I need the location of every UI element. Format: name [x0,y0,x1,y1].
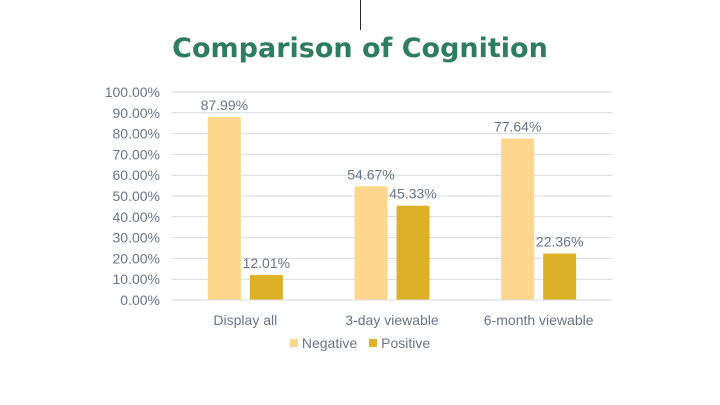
chart-title: Comparison of Cognition [172,33,548,64]
bar-positive [249,275,283,300]
y-tick-label: 30.00% [113,230,160,246]
y-tick-label: 70.00% [113,146,160,162]
legend-label-negative: Negative [301,335,358,351]
y-tick-label: 90.00% [113,105,160,121]
bar-negative [354,186,388,300]
y-tick-label: 80.00% [113,126,160,142]
y-tick-label: 100.00% [105,84,160,100]
data-label: 77.64% [494,119,541,135]
legend-swatch-positive [369,339,378,347]
data-label: 12.01% [243,255,290,271]
x-tick-label: Display all [213,312,277,328]
data-label: 45.33% [389,186,436,202]
bar-negative [207,116,241,300]
y-tick-label: 0.00% [120,292,160,308]
legend-swatch-negative [289,339,298,347]
y-tick-label: 20.00% [113,250,160,266]
x-tick-label: 6-month viewable [484,312,594,328]
bar-positive [543,253,577,300]
data-label: 22.36% [536,233,583,249]
data-label: 54.67% [347,166,394,182]
y-tick-label: 60.00% [113,167,160,183]
data-label: 87.99% [201,97,248,113]
bar-negative [501,138,535,300]
chart-legend: Negative Positive [0,335,720,351]
legend-item-negative: Negative [289,335,358,351]
bar-positive [396,205,430,300]
y-tick-label: 40.00% [113,209,160,225]
legend-item-positive: Positive [369,335,430,351]
top-divider-line [360,0,361,30]
y-tick-label: 50.00% [113,188,160,204]
legend-label-positive: Positive [381,335,431,351]
y-tick-label: 10.00% [113,271,160,287]
x-tick-label: 3-day viewable [345,312,439,328]
